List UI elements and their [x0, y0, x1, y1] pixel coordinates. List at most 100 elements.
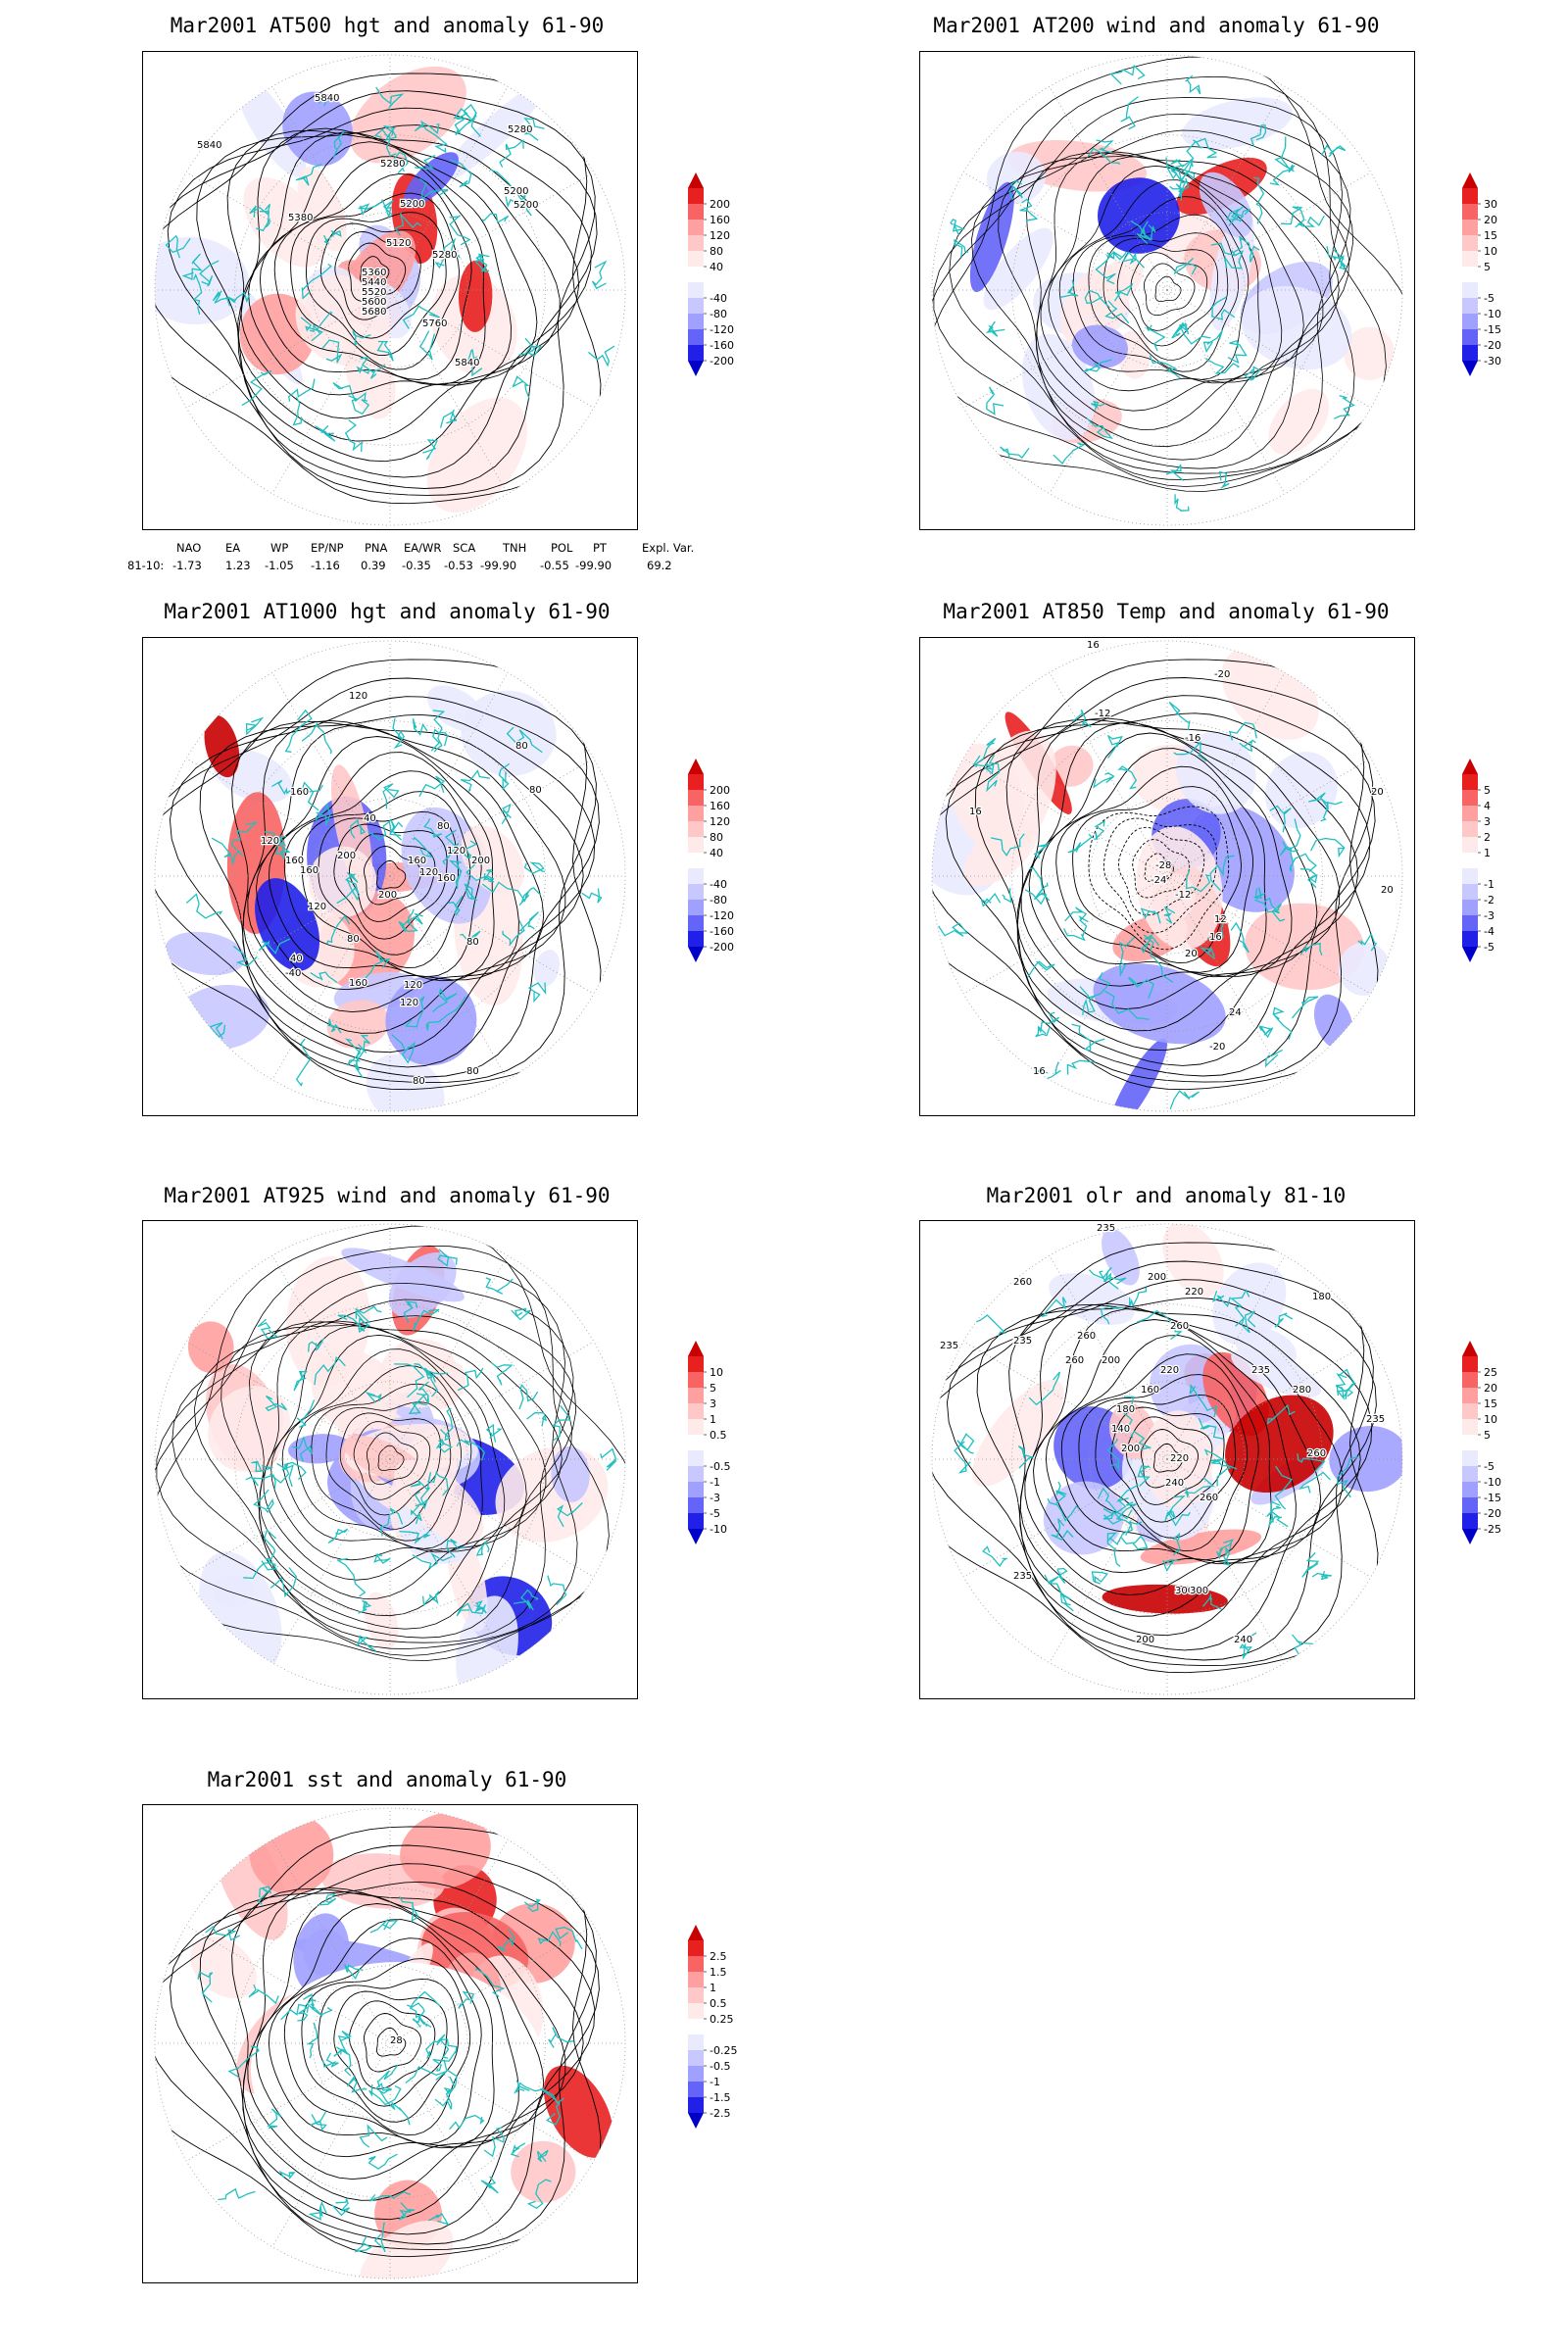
- coastline: [278, 2170, 296, 2180]
- coastline: [980, 892, 1002, 907]
- coastline: [425, 2034, 446, 2060]
- contour-label: 260: [1077, 1331, 1096, 1342]
- coastline: [344, 419, 363, 453]
- colorbar-segment: [688, 282, 704, 298]
- coastline: [1286, 818, 1301, 853]
- colorbar-arrow-top: [688, 172, 704, 188]
- negative-anomaly-area: [199, 1551, 282, 1676]
- coastline: [497, 1929, 515, 1952]
- coastline: [485, 1277, 514, 1295]
- coastline: [1202, 330, 1223, 354]
- coastline: [1091, 1571, 1108, 1585]
- coastline: [1109, 64, 1146, 85]
- map-500hgt: 5840 5840 5280 5280 5200 5200 5120 5200 5380 5360…: [142, 51, 638, 530]
- coastline: [518, 887, 542, 906]
- colorbar-tick-label: 20: [1484, 214, 1497, 226]
- coastline: [232, 945, 258, 967]
- coastline: [1224, 250, 1245, 270]
- colorbar-segment: [1462, 1403, 1478, 1419]
- coastline: [1028, 1371, 1061, 1406]
- colorbar-tick-label: -200: [710, 941, 734, 954]
- coastline: [1269, 805, 1292, 833]
- coastline: [1105, 251, 1127, 261]
- colorbar-segment: [1462, 1450, 1478, 1466]
- coastline: [490, 1361, 514, 1386]
- coastline: [354, 2235, 372, 2253]
- colorbar-segment: [1462, 900, 1478, 915]
- contour-label: 120: [349, 691, 368, 702]
- coastline: [1337, 1456, 1358, 1498]
- coastline: [1337, 1368, 1356, 1400]
- polar-map: [931, 54, 1403, 526]
- coastline: [212, 290, 231, 307]
- contour-line: [226, 129, 580, 463]
- coastline: [1140, 907, 1161, 924]
- colorbar-segment: [1462, 235, 1478, 251]
- positive-anomaly-area: [326, 1000, 390, 1049]
- coastline: [368, 2084, 402, 2106]
- contour-line: [1132, 839, 1191, 899]
- contour-label: 5840: [197, 140, 221, 151]
- coastline: [537, 1931, 562, 1947]
- coastline: [481, 213, 510, 224]
- coastline: [449, 215, 471, 246]
- colorbar-segment: [1462, 298, 1478, 314]
- coastline: [498, 762, 511, 791]
- coastline: [365, 1391, 382, 1403]
- coastline: [1289, 853, 1317, 872]
- contour-label: -40: [285, 968, 301, 979]
- coastline: [475, 1967, 506, 1998]
- coastline: [1230, 1289, 1250, 1327]
- colorbar-segment: [688, 345, 704, 361]
- coastline: [1357, 932, 1378, 952]
- coastline: [442, 829, 460, 865]
- meridian-line: [389, 1341, 595, 1460]
- coastline: [414, 1487, 431, 1510]
- contour-line: [1055, 765, 1254, 973]
- positive-anomaly-area: [311, 1349, 400, 1435]
- coastline: [1299, 942, 1323, 956]
- coastline: [346, 871, 361, 902]
- coastline: [1274, 1465, 1294, 1510]
- map-boundary: [931, 1223, 1403, 1695]
- coastline: [337, 1314, 370, 1327]
- colorbar-tick-label: 5: [1484, 261, 1491, 273]
- colorbar-tick-label: -2: [1484, 894, 1494, 906]
- index-value: -0.53: [444, 559, 473, 572]
- latitude-circle: [312, 212, 468, 368]
- coastline: [986, 755, 1001, 793]
- coastline: [1203, 1448, 1231, 1487]
- coastline: [364, 950, 391, 980]
- coastline: [418, 775, 446, 798]
- contour-label: 5680: [362, 307, 386, 318]
- coastline: [323, 229, 342, 245]
- colorbar-tick-label: -10: [1484, 308, 1501, 320]
- colorbar-tick-label: -0.5: [710, 2060, 730, 2073]
- streamline: [155, 1225, 625, 1661]
- contour-label: 16: [969, 807, 982, 817]
- contour-line: [301, 791, 471, 969]
- coastline: [1207, 923, 1225, 942]
- coastline: [557, 1502, 583, 1528]
- coastline: [1227, 339, 1248, 365]
- coastline: [1019, 198, 1039, 221]
- contour-label: 220: [1185, 1287, 1203, 1298]
- coastline: [1149, 355, 1181, 379]
- positive-anomaly-area: [1102, 1584, 1228, 1614]
- coastline: [483, 2127, 505, 2158]
- negative-anomaly-area: [1181, 97, 1294, 150]
- colorbar-segment: [1462, 821, 1478, 837]
- coastline: [435, 1438, 453, 1453]
- coastline: [439, 2038, 458, 2059]
- coastline: [520, 1589, 539, 1606]
- coastline: [1120, 1535, 1149, 1550]
- coastline: [1205, 358, 1241, 374]
- coastline: [352, 330, 371, 347]
- contour-label: 5200: [400, 199, 424, 210]
- coastline: [555, 1927, 583, 1950]
- coastline: [975, 737, 997, 767]
- coastline: [1071, 1023, 1105, 1053]
- index-header: POL: [551, 541, 573, 555]
- colorbar-segment: [1462, 806, 1478, 821]
- contour-label: 28: [390, 2035, 403, 2046]
